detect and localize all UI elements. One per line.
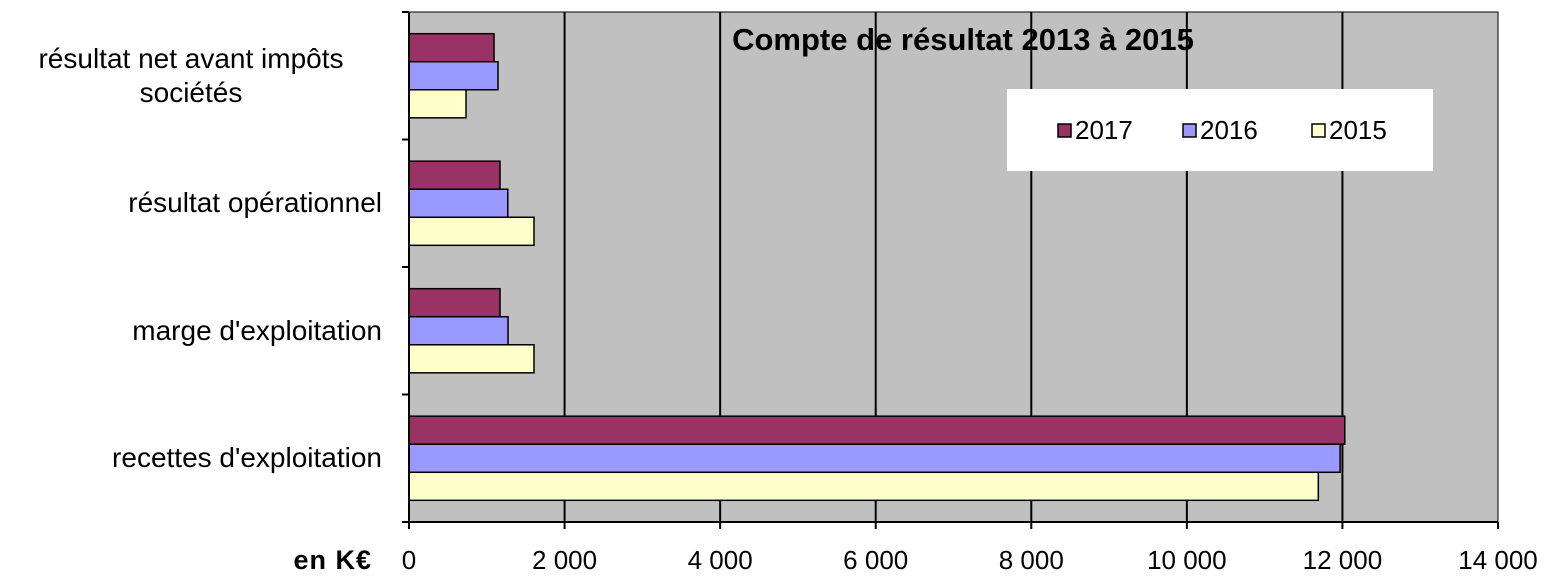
bar	[408, 60, 499, 91]
legend-swatch	[1311, 123, 1326, 138]
x-tick-label: 6 000	[843, 545, 908, 575]
x-tick-label: 14 000	[1458, 545, 1538, 575]
legend-box	[1007, 89, 1433, 171]
legend-swatch	[1057, 123, 1072, 138]
y-tick-label: recettes d'exploitation	[0, 408, 382, 508]
y-tick-label: marge d'exploitation	[0, 281, 382, 381]
x-tick-label: 10 000	[1147, 545, 1227, 575]
legend-label: 2015	[1329, 115, 1387, 145]
chart-title: Compte de résultat 2013 à 2015	[732, 22, 1194, 57]
category-text: recettes d'exploitation	[112, 442, 382, 474]
bar	[408, 415, 1346, 445]
x-axis-label: en K€	[293, 545, 372, 575]
x-tick-label: 2 000	[532, 545, 597, 575]
marks	[408, 12, 1346, 522]
bar	[408, 315, 509, 346]
y-tick-label: résultat net avant impôts sociétés	[0, 26, 382, 126]
x-tick-label: 0	[402, 545, 416, 575]
x-tick-label: 12 000	[1303, 545, 1383, 575]
bar	[408, 32, 495, 63]
x-tick-label: 8 000	[999, 545, 1064, 575]
bar	[408, 471, 1320, 502]
category-text: marge d'exploitation	[132, 314, 382, 346]
legend-label: 2016	[1200, 115, 1258, 145]
category-text: résultat opérationnel	[128, 187, 382, 219]
category-text: résultat net avant impôts sociétés	[38, 42, 344, 108]
legend-swatch	[1182, 123, 1197, 138]
bar	[408, 188, 509, 219]
bar	[408, 443, 1341, 474]
legend-label: 2017	[1075, 115, 1133, 145]
bar	[408, 344, 535, 374]
y-tick-label: résultat opérationnel	[0, 153, 382, 253]
bar	[408, 216, 535, 247]
bar	[408, 160, 501, 190]
x-tick-label: 4 000	[688, 545, 753, 575]
bar	[408, 89, 467, 119]
bar	[408, 287, 501, 318]
